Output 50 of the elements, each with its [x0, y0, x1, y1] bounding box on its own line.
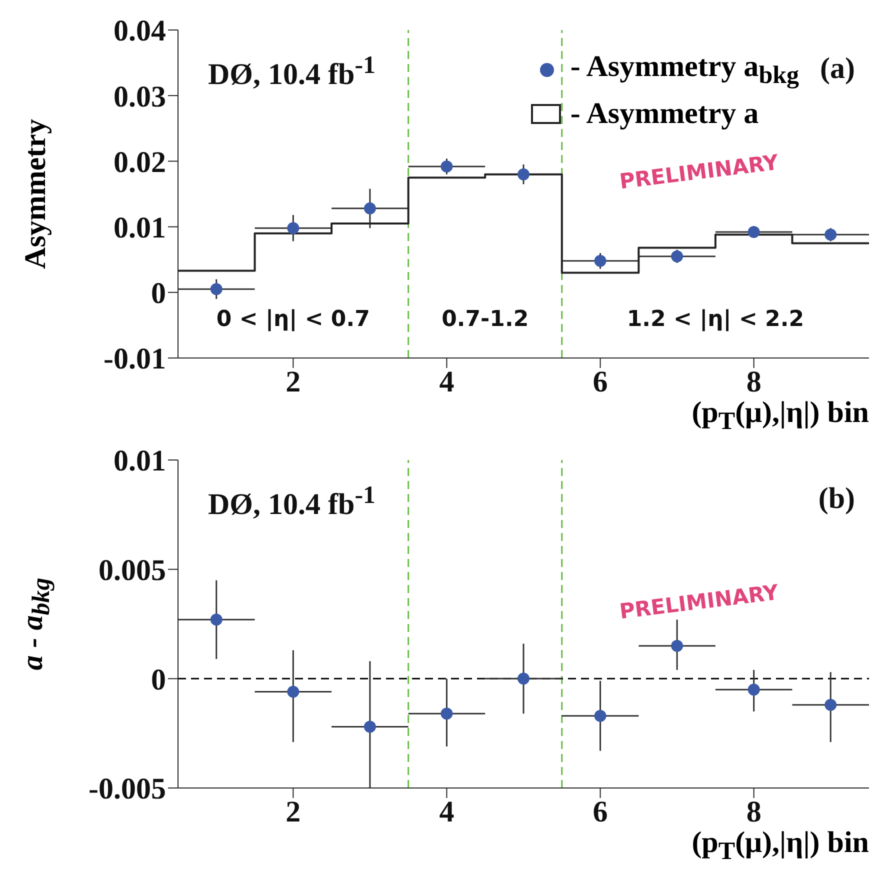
- point: [748, 684, 760, 696]
- annotation: (a): [820, 52, 855, 86]
- annotation: PRELIMINARY: [618, 150, 780, 194]
- x-tick-label: 6: [592, 795, 608, 828]
- y-tick-label: 0: [151, 663, 166, 696]
- point: [824, 228, 837, 241]
- point: [671, 640, 684, 652]
- x-tick-label: 2: [286, 365, 301, 398]
- point: [518, 168, 530, 180]
- point: [518, 672, 530, 685]
- annotation: 1.2 < |η| < 2.2: [626, 307, 804, 332]
- annotation: 0.7-1.2: [442, 307, 529, 332]
- annotation: DØ, 10.4 fb$^{-1}$: [208, 482, 376, 522]
- point: [594, 710, 606, 722]
- legend-label: - Asymmetry a$_{bkg}$: [570, 50, 799, 90]
- y-tick-label: -0.005: [88, 772, 166, 806]
- x-tick-label: 6: [592, 365, 608, 398]
- point: [210, 283, 222, 296]
- annotation: 0 < |η| < 0.7: [216, 307, 370, 332]
- x-axis-title: (p$_{T}$(μ),|η|) bin: [692, 826, 869, 866]
- y-tick-label: 0.02: [114, 146, 166, 179]
- point: [440, 708, 453, 720]
- point: [594, 254, 606, 267]
- x-tick-label: 8: [746, 365, 762, 398]
- x-tick-label: 4: [439, 795, 454, 828]
- y-tick-label: -0.01: [104, 342, 166, 376]
- y-tick-label: 0.01: [114, 211, 166, 244]
- point: [364, 720, 376, 733]
- y-tick-label: 0: [151, 277, 166, 310]
- y-tick-label: 0.01: [114, 444, 166, 478]
- y-tick-label: 0.005: [98, 554, 166, 587]
- y-tick-label: 0.04: [114, 14, 166, 48]
- x-tick-label: 8: [746, 795, 762, 828]
- y-axis-title: Asymmetry: [19, 119, 53, 269]
- annotation: (b): [818, 482, 855, 516]
- point: [671, 250, 684, 262]
- point: [748, 226, 760, 238]
- point: [440, 160, 453, 172]
- annotation: DØ, 10.4 fb$^{-1}$: [208, 52, 376, 92]
- annotation: PRELIMINARY: [618, 580, 780, 624]
- point: [287, 222, 300, 234]
- point: [287, 686, 300, 698]
- point: [210, 614, 222, 626]
- legend-label: - Asymmetry a: [570, 97, 759, 131]
- y-tick-label: 0.03: [114, 80, 166, 114]
- point: [364, 202, 376, 214]
- x-axis-title: (p$_{T}$(μ),|η|) bin: [692, 396, 869, 436]
- x-tick-label: 4: [439, 365, 454, 398]
- point: [824, 698, 837, 711]
- x-tick-label: 2: [286, 795, 301, 828]
